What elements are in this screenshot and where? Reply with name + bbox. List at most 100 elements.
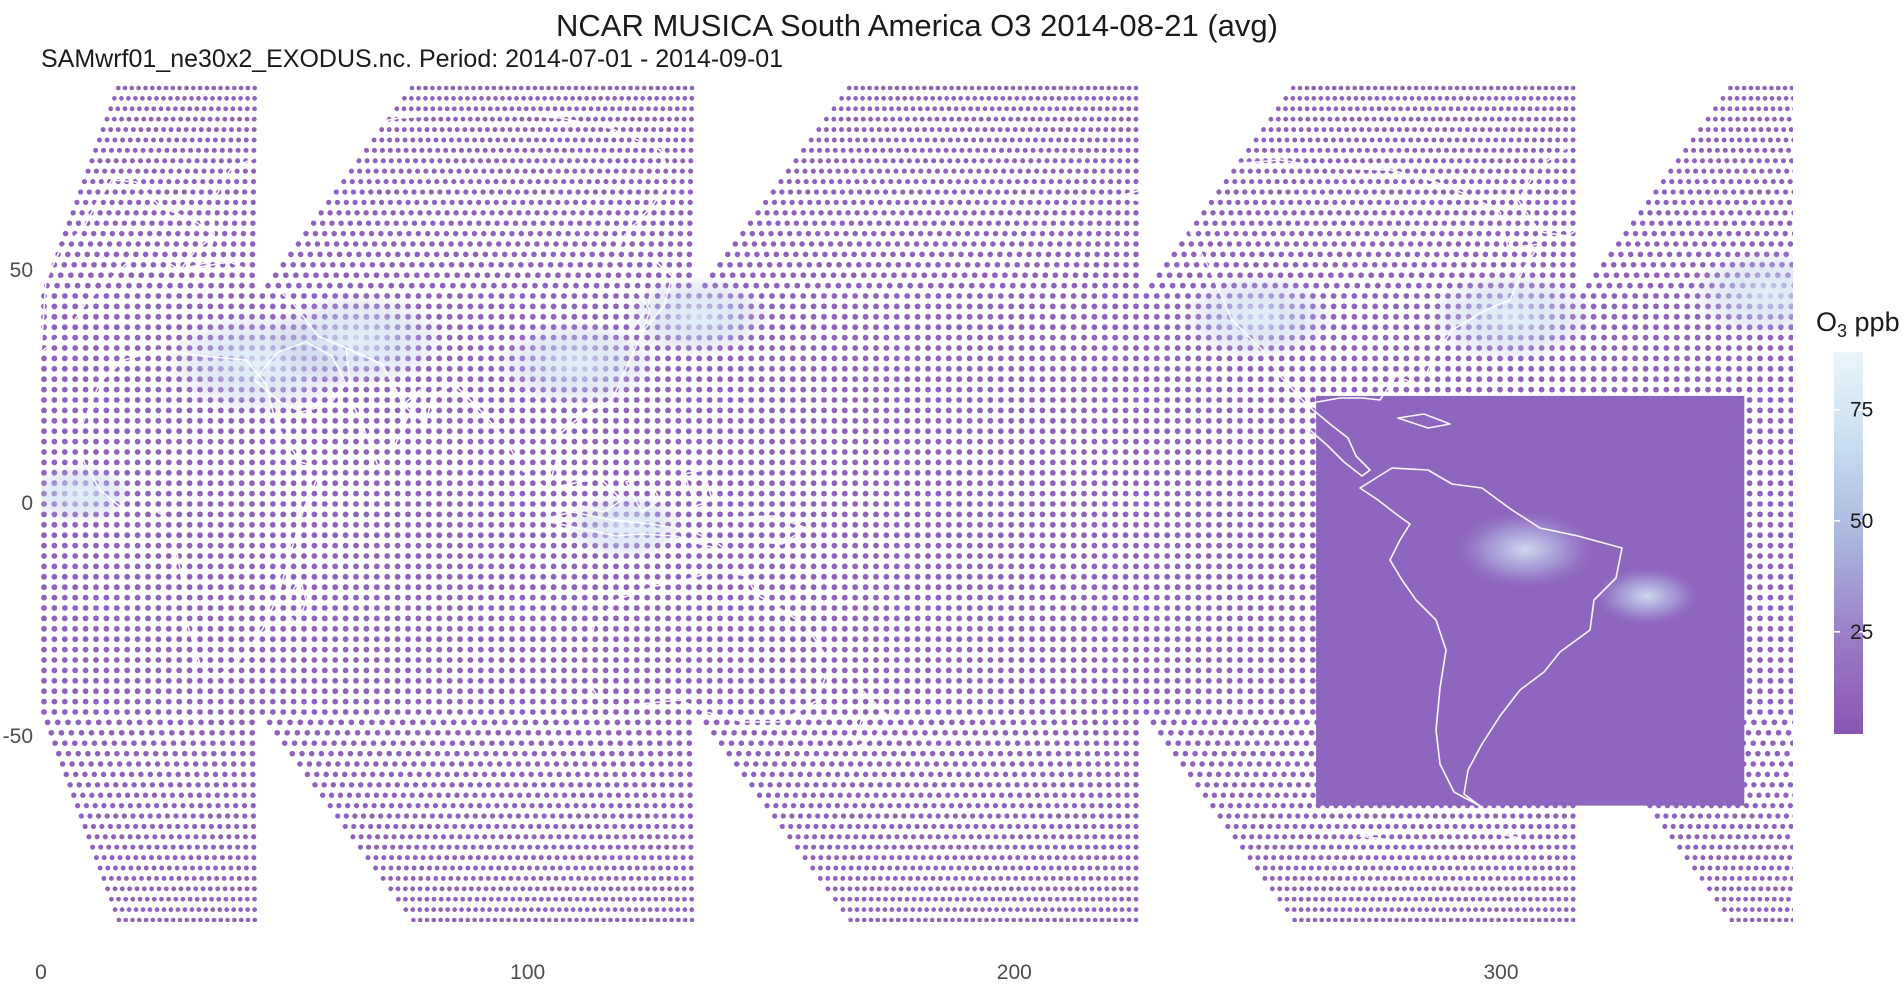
grid-point <box>174 179 180 185</box>
grid-point <box>1119 106 1124 112</box>
grid-point <box>1683 158 1689 164</box>
grid-point <box>824 147 830 153</box>
grid-point <box>1674 272 1680 279</box>
grid-point <box>1403 345 1410 351</box>
grid-point <box>1381 127 1387 133</box>
grid-point <box>758 365 765 372</box>
grid-point <box>1004 220 1011 226</box>
grid-point <box>145 386 151 393</box>
grid-point <box>177 85 182 91</box>
grid-point <box>1403 334 1410 341</box>
grid-point <box>1642 230 1648 237</box>
grid-point <box>1439 230 1445 237</box>
grid-point <box>827 168 833 174</box>
grid-point <box>1020 127 1026 133</box>
grid-point <box>526 158 532 164</box>
grid-point <box>1529 85 1535 91</box>
grid-point <box>905 179 911 185</box>
grid-point <box>439 220 445 226</box>
grid-point <box>925 106 930 112</box>
grid-point <box>881 210 887 216</box>
grid-point <box>1508 137 1514 143</box>
grid-point <box>1064 189 1070 195</box>
grid-point <box>448 241 454 247</box>
grid-point <box>1813 200 1818 205</box>
grid-point <box>1374 282 1381 289</box>
grid-point <box>868 199 875 206</box>
grid-point <box>737 355 744 362</box>
grid-point <box>459 147 464 153</box>
grid-point <box>935 355 942 362</box>
grid-point <box>1087 220 1093 226</box>
grid-point <box>74 282 81 289</box>
grid-point <box>385 189 391 195</box>
grid-point <box>97 158 103 164</box>
grid-point <box>1830 158 1835 163</box>
grid-point <box>1745 179 1751 185</box>
grid-point <box>852 293 859 299</box>
grid-point <box>303 272 309 279</box>
grid-point <box>1115 199 1122 206</box>
grid-point <box>1528 376 1535 383</box>
grid-point <box>1768 241 1775 247</box>
grid-point <box>320 261 326 268</box>
grid-point <box>83 199 89 206</box>
grid-point <box>1312 241 1319 247</box>
grid-point <box>977 386 983 393</box>
grid-point <box>352 199 358 206</box>
grid-point <box>244 127 250 133</box>
grid-point <box>1009 168 1015 174</box>
grid-point <box>57 272 64 279</box>
grid-point <box>1311 189 1317 195</box>
grid-point <box>359 189 365 195</box>
grid-point <box>835 282 842 289</box>
grid-point <box>1441 261 1447 268</box>
grid-point <box>1789 158 1793 164</box>
grid-point <box>1398 106 1403 112</box>
grid-point <box>1325 147 1331 153</box>
grid-point <box>1451 261 1457 268</box>
grid-point <box>990 241 996 247</box>
grid-point <box>1545 168 1551 174</box>
grid-point <box>904 293 911 299</box>
grid-point <box>1101 293 1108 299</box>
grid-point <box>1462 210 1468 216</box>
grid-point <box>890 251 896 258</box>
grid-point <box>818 210 824 216</box>
grid-point <box>1711 179 1717 185</box>
grid-point <box>1385 251 1391 258</box>
grid-point <box>1082 179 1088 185</box>
grid-point <box>1472 96 1478 101</box>
grid-point <box>638 251 644 258</box>
grid-point <box>96 137 102 143</box>
grid-point <box>1246 210 1252 216</box>
grid-point <box>224 189 231 195</box>
grid-point <box>41 386 47 393</box>
grid-point <box>1430 96 1436 101</box>
grid-point <box>406 168 412 174</box>
grid-point <box>1669 179 1675 185</box>
grid-point <box>1321 127 1327 133</box>
grid-point <box>779 376 786 383</box>
grid-point <box>1099 179 1105 185</box>
grid-point <box>1341 334 1347 341</box>
grid-point <box>498 261 504 268</box>
grid-point <box>1408 158 1414 164</box>
grid-point <box>1526 199 1532 206</box>
grid-point <box>126 116 132 122</box>
grid-point <box>419 147 425 153</box>
grid-point <box>404 251 411 258</box>
grid-point <box>165 334 172 341</box>
grid-point <box>861 127 867 133</box>
grid-point <box>432 127 437 133</box>
grid-point <box>1042 96 1048 101</box>
grid-point <box>810 345 817 351</box>
grid-point <box>1362 106 1367 112</box>
grid-point <box>103 293 110 299</box>
grid-point <box>457 334 463 341</box>
grid-point <box>989 106 995 112</box>
grid-point <box>805 230 812 237</box>
grid-point <box>1174 345 1181 351</box>
grid-point <box>820 272 827 279</box>
grid-point <box>1044 85 1050 91</box>
